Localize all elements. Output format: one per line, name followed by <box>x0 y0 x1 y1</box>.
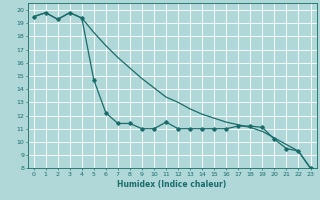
X-axis label: Humidex (Indice chaleur): Humidex (Indice chaleur) <box>117 180 227 189</box>
